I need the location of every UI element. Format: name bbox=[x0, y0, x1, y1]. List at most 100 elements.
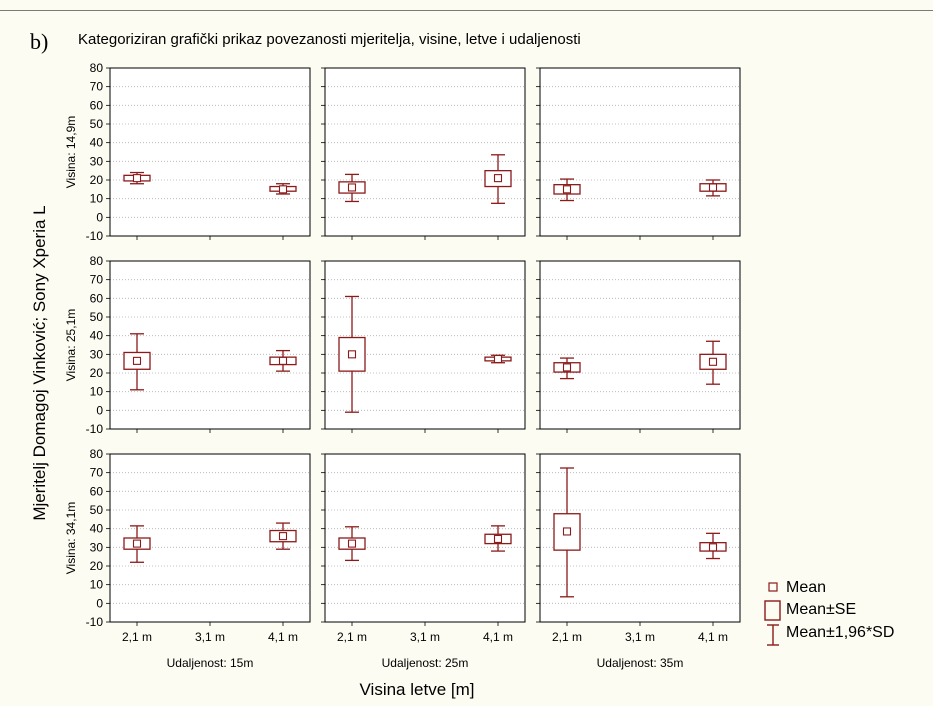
y-tick-label: 60 bbox=[90, 291, 104, 305]
y-tick-label: 50 bbox=[90, 310, 104, 324]
panel-frame bbox=[324, 67, 526, 237]
mean-marker bbox=[708, 543, 718, 552]
x-tick-label: 2,1 m bbox=[122, 630, 152, 644]
y-tick-label: 60 bbox=[90, 98, 104, 112]
panel-background bbox=[110, 261, 310, 429]
y-tick-label: 80 bbox=[90, 447, 104, 461]
y-tick-label: -10 bbox=[86, 229, 104, 243]
y-axis-title: Mjeritelj Domagoj Vinković; Sony Xperia … bbox=[30, 205, 49, 520]
panel-background bbox=[110, 68, 310, 236]
mean-marker bbox=[132, 174, 142, 183]
y-tick-label: 20 bbox=[90, 173, 104, 187]
se-box bbox=[553, 513, 581, 551]
y-tick-label: -10 bbox=[86, 615, 104, 629]
y-tick-label: 10 bbox=[90, 192, 104, 206]
y-tick-label: 0 bbox=[96, 596, 103, 610]
x-tick-label: 2,1 m bbox=[337, 630, 367, 644]
panel-r2-c3 bbox=[536, 260, 741, 433]
box-41m bbox=[269, 183, 297, 195]
top-divider-line bbox=[0, 10, 933, 11]
box-21m bbox=[338, 526, 366, 562]
panel-frame bbox=[539, 260, 741, 430]
y-tick-label: 30 bbox=[90, 347, 104, 361]
mean-marker bbox=[347, 350, 357, 359]
box-41m bbox=[699, 179, 727, 197]
panel-r2-c1: 80 70 60 50 40 30 20 10 0 -10 bbox=[86, 254, 311, 436]
box-21m bbox=[553, 357, 581, 380]
panel-frame bbox=[324, 453, 526, 623]
legend-se-box bbox=[764, 600, 781, 621]
x-tick-label: 2,1 m bbox=[552, 630, 582, 644]
mean-marker bbox=[708, 357, 718, 366]
panel-background bbox=[540, 68, 740, 236]
panel-r3-c1: 80 70 60 50 40 30 20 10 0 -10 2,1 m 3,1 m 4,1 m bbox=[86, 447, 311, 644]
mean-marker bbox=[708, 183, 718, 192]
box-21m bbox=[553, 178, 581, 202]
mean-marker bbox=[562, 363, 572, 372]
box-41m bbox=[699, 340, 727, 385]
y-tick-label: 40 bbox=[90, 522, 104, 536]
x-tick-label: 3,1 m bbox=[410, 630, 440, 644]
mean-marker bbox=[493, 174, 503, 183]
mean-marker bbox=[493, 354, 503, 364]
legend-sd-label: Mean±1,96*SD bbox=[786, 624, 894, 641]
column-label: Udaljenost: 35m bbox=[597, 656, 684, 670]
mean-marker bbox=[562, 527, 572, 536]
y-tick-label: 30 bbox=[90, 154, 104, 168]
panel-r2-c2 bbox=[321, 260, 526, 433]
y-tick-label: 10 bbox=[90, 578, 104, 592]
x-tick-label: 3,1 m bbox=[625, 630, 655, 644]
y-tick-label: 80 bbox=[90, 254, 104, 268]
x-tick-label: 3,1 m bbox=[195, 630, 225, 644]
box-41m bbox=[699, 532, 727, 560]
legend-mean-label: Mean bbox=[786, 579, 826, 596]
panel-frame bbox=[109, 260, 311, 430]
y-tick-label: 50 bbox=[90, 117, 104, 131]
row-label: Visina: 25,1m bbox=[64, 309, 78, 382]
mean-marker bbox=[347, 183, 357, 192]
y-tick-label: 50 bbox=[90, 503, 104, 517]
box-21m bbox=[338, 295, 366, 413]
y-tick-label: 10 bbox=[90, 385, 104, 399]
panel-frame bbox=[539, 67, 741, 237]
box-41m bbox=[484, 525, 512, 552]
y-tick-label: 80 bbox=[90, 61, 104, 75]
mean-marker bbox=[132, 356, 142, 365]
panel-grid: 80 70 60 50 40 30 20 10 0 -10 80 70 60 50 40 30 20 10 0 -10… bbox=[86, 61, 741, 644]
mean-marker bbox=[562, 185, 572, 194]
y-tick-label: 40 bbox=[90, 136, 104, 150]
y-tick-label: 20 bbox=[90, 559, 104, 573]
column-label: Udaljenost: 15m bbox=[167, 656, 254, 670]
panel-background bbox=[325, 68, 525, 236]
legend-sd-whisker bbox=[767, 624, 779, 646]
mean-marker bbox=[493, 534, 503, 543]
mean-marker bbox=[132, 539, 142, 548]
box-21m bbox=[338, 173, 366, 203]
y-tick-label: 70 bbox=[90, 466, 104, 480]
panel-r3-c3: 2,1 m 3,1 m 4,1 m bbox=[536, 453, 741, 644]
row-label: Visina: 14,9m bbox=[64, 116, 78, 189]
x-tick-label: 4,1 m bbox=[483, 630, 513, 644]
chart-title: Kategoriziran grafički prikaz povezanost… bbox=[78, 31, 581, 48]
box-41m bbox=[269, 522, 297, 550]
panel-r1-c2 bbox=[321, 67, 526, 240]
y-tick-label: 30 bbox=[90, 540, 104, 554]
row-label: Visina: 34,1m bbox=[64, 502, 78, 575]
box-21m bbox=[553, 467, 581, 598]
legend-se-label: Mean±SE bbox=[786, 601, 856, 618]
y-tick-label: 20 bbox=[90, 366, 104, 380]
y-tick-label: 40 bbox=[90, 329, 104, 343]
y-tick-label: 0 bbox=[96, 403, 103, 417]
legend: Mean Mean±SE Mean±1,96*SD bbox=[764, 579, 894, 646]
panel-background bbox=[540, 261, 740, 429]
mean-marker bbox=[278, 185, 288, 194]
x-tick-label: 4,1 m bbox=[698, 630, 728, 644]
y-tick-label: 70 bbox=[90, 273, 104, 287]
x-tick-label: 4,1 m bbox=[268, 630, 298, 644]
panel-r1-c3 bbox=[536, 67, 741, 240]
y-tick-label: -10 bbox=[86, 422, 104, 436]
y-tick-label: 0 bbox=[96, 210, 103, 224]
mean-marker bbox=[278, 356, 288, 365]
mean-marker bbox=[347, 539, 357, 548]
